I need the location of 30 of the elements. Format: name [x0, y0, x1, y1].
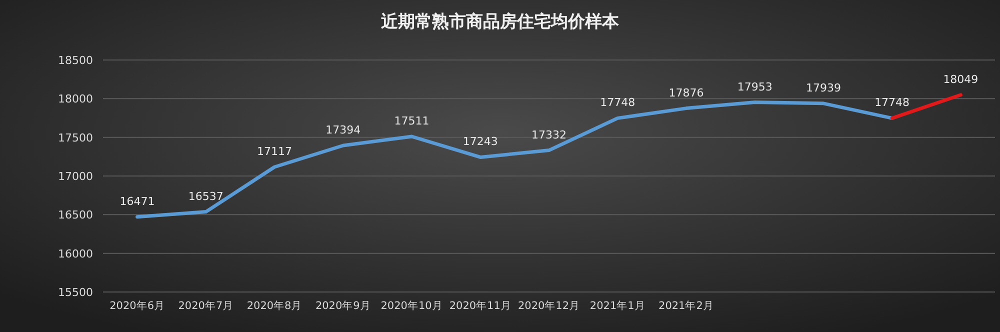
- data-label: 16471: [120, 194, 155, 208]
- data-label: 16537: [188, 190, 224, 203]
- x-tick-label: 2020年12月: [518, 300, 580, 312]
- y-tick-label: 18500: [58, 54, 93, 67]
- data-label: 17939: [806, 81, 841, 94]
- data-label: 17117: [257, 144, 292, 158]
- data-label: 18049: [943, 72, 978, 86]
- x-tick-label: 2021年1月: [590, 300, 646, 312]
- data-label: 17332: [532, 128, 566, 142]
- x-tick-label: 2020年6月: [110, 300, 166, 312]
- data-label: 17876: [668, 86, 704, 100]
- data-label: 17953: [737, 80, 772, 94]
- y-tick-label: 15500: [58, 286, 93, 299]
- y-tick-label: 17500: [58, 131, 93, 144]
- x-tick-label: 2020年9月: [315, 300, 371, 312]
- x-tick-label: 2020年8月: [246, 300, 302, 312]
- y-tick-label: 18000: [58, 92, 93, 106]
- x-tick-label: 2020年11月: [449, 300, 512, 312]
- x-tick-label: 2021年2月: [658, 300, 714, 312]
- data-label: 17243: [462, 135, 498, 148]
- data-label: 17748: [874, 96, 910, 110]
- data-label: 17511: [394, 114, 430, 128]
- y-tick-label: 17000: [58, 170, 93, 183]
- chart-title: 近期常熟市商品房住宅均价样本: [380, 12, 620, 32]
- data-label: 17748: [600, 96, 636, 110]
- y-tick-label: 16500: [58, 208, 93, 222]
- x-tick-label: 2020年7月: [178, 300, 234, 312]
- x-tick-label: 2020年10月: [380, 300, 443, 312]
- data-label: 17394: [326, 124, 361, 137]
- y-tick-label: 16000: [58, 247, 93, 260]
